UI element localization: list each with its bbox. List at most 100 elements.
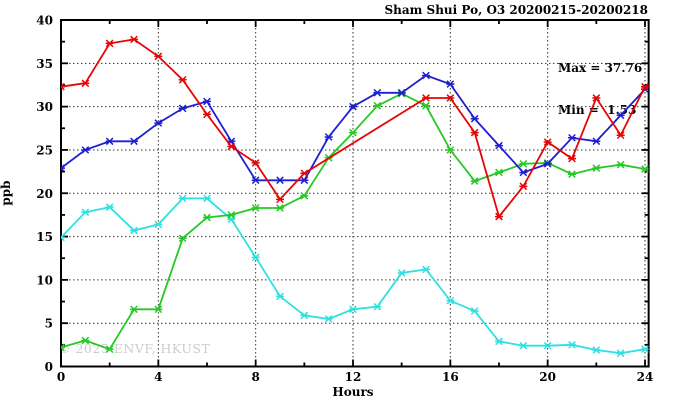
y-tick-label: 10 — [36, 273, 53, 287]
data-point-marker — [567, 133, 576, 142]
chart-title: Sham Shui Po, O3 20200215-20200218 — [384, 3, 648, 17]
data-point-marker — [494, 141, 503, 150]
data-point-marker — [154, 220, 163, 229]
data-point-marker — [178, 75, 187, 84]
y-tick-label: 5 — [45, 317, 53, 331]
data-point-marker — [61, 164, 65, 172]
y-tick-label: 40 — [36, 14, 53, 28]
data-point-marker — [154, 52, 163, 61]
y-tick-label: 35 — [36, 57, 53, 71]
data-point-marker — [348, 128, 357, 137]
data-point-marker — [373, 101, 382, 110]
data-point-marker — [446, 80, 455, 88]
data-point-marker — [373, 302, 382, 311]
data-point-marker — [348, 102, 357, 111]
series-markers — [61, 71, 649, 185]
data-point-marker — [154, 305, 163, 314]
data-point-marker — [202, 194, 211, 203]
x-tick-label: 24 — [637, 370, 654, 384]
data-point-marker — [592, 137, 601, 146]
data-point-marker — [616, 160, 625, 169]
data-point-marker — [494, 337, 503, 346]
max-label: Max = 37.76 — [558, 61, 643, 75]
data-point-marker — [640, 165, 649, 173]
data-point-marker — [105, 137, 114, 146]
data-point-marker — [81, 146, 90, 154]
data-point-marker — [81, 79, 90, 88]
data-point-marker — [105, 345, 114, 354]
x-tick-label: 8 — [251, 370, 259, 384]
data-point-marker — [61, 233, 65, 242]
y-tick-label: 30 — [36, 100, 53, 114]
x-tick-label: 4 — [154, 370, 162, 384]
data-point-marker — [251, 176, 260, 185]
data-point-marker — [421, 71, 430, 80]
data-point-marker — [129, 305, 138, 314]
series-day-20200216-blue — [61, 71, 649, 185]
data-point-marker — [227, 211, 236, 219]
data-point-marker — [470, 177, 479, 185]
data-point-marker — [202, 97, 211, 106]
data-point-marker — [470, 307, 479, 315]
data-point-marker — [397, 88, 406, 97]
data-point-marker — [227, 142, 236, 151]
x-tick-label: 20 — [539, 370, 556, 384]
series-day-20200215-red — [61, 35, 649, 221]
data-point-marker — [300, 192, 309, 200]
data-point-marker — [129, 226, 138, 235]
data-point-marker — [154, 119, 163, 127]
data-point-marker — [105, 39, 114, 48]
data-point-marker — [129, 35, 138, 44]
data-point-marker — [251, 159, 260, 167]
data-point-marker — [446, 296, 455, 305]
data-point-marker — [494, 168, 503, 177]
data-point-marker — [567, 170, 576, 179]
data-point-marker — [446, 146, 455, 154]
series-line — [61, 197, 646, 355]
data-point-marker — [324, 133, 333, 141]
data-point-marker — [421, 265, 430, 274]
plot-frame — [60, 19, 650, 368]
data-point-marker — [61, 343, 65, 352]
data-point-marker — [470, 128, 479, 137]
data-point-marker — [105, 203, 114, 211]
data-point-marker — [275, 204, 284, 212]
x-tick-label: 16 — [442, 370, 459, 384]
x-tick-label: 12 — [345, 370, 362, 384]
data-point-marker — [324, 315, 333, 323]
data-point-marker — [567, 341, 576, 349]
data-point-marker — [348, 305, 357, 314]
x-axis-label: Hours — [332, 385, 374, 399]
data-point-marker — [373, 88, 382, 97]
data-point-marker — [519, 182, 528, 191]
data-point-marker — [275, 195, 284, 204]
data-point-marker — [543, 159, 552, 168]
data-point-marker — [592, 164, 601, 172]
data-point-marker — [543, 138, 552, 146]
data-point-marker — [519, 168, 528, 177]
y-tick-label: 0 — [45, 360, 53, 374]
data-point-marker — [567, 154, 576, 163]
data-point-marker — [592, 346, 601, 354]
data-point-marker — [202, 110, 211, 119]
data-point-marker — [494, 212, 503, 221]
y-tick-label: 15 — [36, 230, 53, 244]
data-point-marker — [178, 194, 187, 203]
y-tick-label: 20 — [36, 187, 53, 201]
grid-lines — [61, 20, 649, 367]
data-point-marker — [300, 311, 309, 320]
data-point-marker — [178, 234, 187, 243]
series-markers — [61, 194, 649, 358]
y-tick-label: 25 — [36, 143, 53, 157]
data-point-marker — [616, 349, 625, 358]
series-layer — [61, 35, 649, 358]
data-point-marker — [251, 204, 260, 212]
data-point-marker — [421, 101, 430, 110]
data-point-marker — [251, 253, 260, 262]
y-tick-labels: 0 5 10 15 20 25 30 35 40 — [36, 14, 53, 375]
data-point-marker — [129, 137, 138, 146]
data-point-marker — [640, 82, 649, 91]
data-point-marker — [543, 341, 552, 350]
series-day-20200218-cyan — [61, 194, 649, 358]
